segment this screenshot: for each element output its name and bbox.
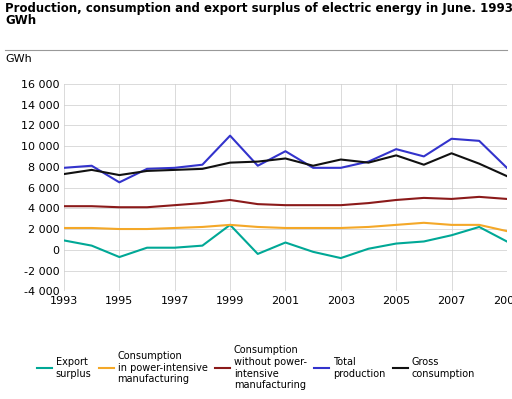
Total
production xyxy=(89,163,95,168)
Consumption
without power-
intensive
manufacturing xyxy=(366,201,372,205)
Total
production xyxy=(254,163,261,168)
Consumption
in power-intensive
manufacturing xyxy=(449,223,455,227)
Consumption
without power-
intensive
manufacturing xyxy=(227,198,233,202)
Export
surplus xyxy=(254,251,261,256)
Export
surplus xyxy=(283,240,289,245)
Consumption
without power-
intensive
manufacturing xyxy=(421,196,427,200)
Line: Consumption
without power-
intensive
manufacturing: Consumption without power- intensive man… xyxy=(64,197,507,207)
Consumption
in power-intensive
manufacturing xyxy=(89,225,95,230)
Consumption
without power-
intensive
manufacturing xyxy=(254,202,261,207)
Gross
consumption xyxy=(227,160,233,165)
Consumption
without power-
intensive
manufacturing xyxy=(89,204,95,209)
Gross
consumption xyxy=(393,153,399,158)
Export
surplus xyxy=(366,246,372,251)
Legend: Export
surplus, Consumption
in power-intensive
manufacturing, Consumption
withou: Export surplus, Consumption in power-int… xyxy=(33,342,479,394)
Consumption
without power-
intensive
manufacturing xyxy=(310,203,316,207)
Consumption
without power-
intensive
manufacturing xyxy=(338,203,344,207)
Total
production xyxy=(283,149,289,154)
Gross
consumption xyxy=(144,168,150,173)
Total
production xyxy=(61,166,67,170)
Consumption
without power-
intensive
manufacturing xyxy=(199,201,205,205)
Consumption
without power-
intensive
manufacturing xyxy=(61,204,67,209)
Gross
consumption xyxy=(476,161,482,166)
Gross
consumption xyxy=(116,173,122,178)
Consumption
in power-intensive
manufacturing xyxy=(393,223,399,227)
Line: Consumption
in power-intensive
manufacturing: Consumption in power-intensive manufactu… xyxy=(64,223,507,231)
Total
production xyxy=(449,136,455,141)
Gross
consumption xyxy=(89,168,95,172)
Total
production xyxy=(144,166,150,171)
Gross
consumption xyxy=(449,151,455,156)
Export
surplus xyxy=(61,238,67,243)
Gross
consumption xyxy=(366,160,372,165)
Export
surplus xyxy=(476,225,482,229)
Consumption
in power-intensive
manufacturing xyxy=(254,225,261,229)
Text: GWh: GWh xyxy=(5,14,36,27)
Consumption
without power-
intensive
manufacturing xyxy=(476,194,482,199)
Export
surplus xyxy=(199,243,205,248)
Consumption
in power-intensive
manufacturing xyxy=(61,225,67,230)
Total
production xyxy=(338,166,344,170)
Consumption
without power-
intensive
manufacturing xyxy=(283,203,289,207)
Gross
consumption xyxy=(338,157,344,162)
Gross
consumption xyxy=(254,159,261,164)
Consumption
without power-
intensive
manufacturing xyxy=(116,205,122,209)
Text: GWh: GWh xyxy=(5,54,32,64)
Total
production xyxy=(366,159,372,164)
Export
surplus xyxy=(504,239,510,244)
Consumption
in power-intensive
manufacturing xyxy=(172,225,178,230)
Export
surplus xyxy=(393,241,399,246)
Consumption
without power-
intensive
manufacturing xyxy=(449,197,455,201)
Consumption
in power-intensive
manufacturing xyxy=(310,225,316,230)
Export
surplus xyxy=(449,233,455,238)
Consumption
without power-
intensive
manufacturing xyxy=(393,198,399,202)
Gross
consumption xyxy=(61,172,67,176)
Total
production xyxy=(421,154,427,159)
Consumption
in power-intensive
manufacturing xyxy=(421,220,427,225)
Gross
consumption xyxy=(283,156,289,161)
Consumption
in power-intensive
manufacturing xyxy=(116,227,122,231)
Export
surplus xyxy=(421,239,427,244)
Total
production xyxy=(172,166,178,170)
Consumption
in power-intensive
manufacturing xyxy=(144,227,150,231)
Consumption
in power-intensive
manufacturing xyxy=(227,223,233,227)
Total
production xyxy=(199,162,205,167)
Consumption
without power-
intensive
manufacturing xyxy=(144,205,150,209)
Total
production xyxy=(393,147,399,152)
Line: Total
production: Total production xyxy=(64,136,507,182)
Consumption
in power-intensive
manufacturing xyxy=(283,225,289,230)
Line: Gross
consumption: Gross consumption xyxy=(64,153,507,176)
Consumption
in power-intensive
manufacturing xyxy=(199,225,205,229)
Total
production xyxy=(227,133,233,138)
Total
production xyxy=(310,166,316,170)
Consumption
in power-intensive
manufacturing xyxy=(476,223,482,227)
Total
production xyxy=(504,166,510,170)
Consumption
in power-intensive
manufacturing xyxy=(504,229,510,233)
Consumption
in power-intensive
manufacturing xyxy=(338,225,344,230)
Consumption
in power-intensive
manufacturing xyxy=(366,225,372,229)
Export
surplus xyxy=(338,256,344,261)
Consumption
without power-
intensive
manufacturing xyxy=(504,197,510,201)
Total
production xyxy=(476,138,482,143)
Gross
consumption xyxy=(504,174,510,178)
Consumption
without power-
intensive
manufacturing xyxy=(172,203,178,207)
Export
surplus xyxy=(227,223,233,227)
Export
surplus xyxy=(172,245,178,250)
Gross
consumption xyxy=(199,166,205,171)
Text: Production, consumption and export surplus of electric energy in June. 1993-2009: Production, consumption and export surpl… xyxy=(5,2,512,15)
Export
surplus xyxy=(116,255,122,259)
Total
production xyxy=(116,180,122,185)
Export
surplus xyxy=(89,243,95,248)
Export
surplus xyxy=(310,249,316,254)
Export
surplus xyxy=(144,245,150,250)
Gross
consumption xyxy=(421,162,427,167)
Line: Export
surplus: Export surplus xyxy=(64,225,507,258)
Gross
consumption xyxy=(310,163,316,168)
Gross
consumption xyxy=(172,168,178,172)
